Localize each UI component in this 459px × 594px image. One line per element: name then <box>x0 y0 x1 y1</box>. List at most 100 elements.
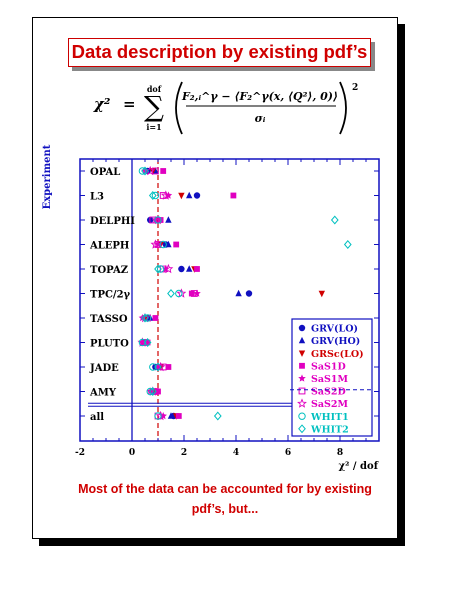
category-label: AMY <box>89 388 117 399</box>
legend-label: SaS1M <box>311 374 348 385</box>
category-label: TPC/2γ <box>90 290 131 301</box>
x-axis-label: χ² / dof <box>338 461 378 472</box>
plot-frame <box>79 158 380 442</box>
legend-label: WHIT2 <box>310 424 349 435</box>
data-point-whit1 <box>154 216 162 224</box>
data-point-sas1d <box>152 315 159 321</box>
legend-label: GRSc(LO) <box>311 349 364 360</box>
data-point-whit2 <box>167 289 175 298</box>
slide-title: Data description by existing pdf’s <box>71 41 368 62</box>
legend-marker <box>298 324 306 332</box>
x-tick-label: 0 <box>129 448 135 458</box>
data-point-whit2 <box>154 362 162 372</box>
formula-lhs: χ² <box>93 95 111 113</box>
data-point-whit1 <box>175 289 183 298</box>
data-point-sas1d <box>160 168 167 174</box>
formula-left-paren <box>175 81 183 135</box>
data-point-sas2d <box>191 290 198 297</box>
x-tick-label: 6 <box>285 448 291 458</box>
data-point-sas1d <box>194 266 200 272</box>
data-point-whit2 <box>343 240 352 249</box>
legend-marker <box>297 398 307 408</box>
formula-right-paren <box>339 81 347 135</box>
data-point-whit1 <box>138 167 147 175</box>
data-point-whit1 <box>151 191 160 200</box>
data-point-whit2 <box>141 166 149 176</box>
formula-eq: = <box>123 95 136 113</box>
legend-marker <box>298 424 306 434</box>
caption: Most of the data can be accounted for by… <box>60 479 390 519</box>
data-point-whit1 <box>146 387 154 396</box>
data-point-whit2 <box>213 411 222 421</box>
slide-frame <box>32 17 398 539</box>
data-point-grv-ho- <box>186 265 193 272</box>
data-point-whit2 <box>141 313 149 323</box>
category-label: OPAL <box>90 167 120 178</box>
data-point-grv-lo- <box>245 290 253 297</box>
legend-marker <box>298 387 306 395</box>
category-label: DELPHI <box>90 216 135 227</box>
data-point-grv-ho- <box>165 240 172 248</box>
formula-sum-top: dof <box>147 84 162 94</box>
x-tick-label: -2 <box>75 448 85 458</box>
data-point-sas1d <box>175 413 182 419</box>
data-point-whit1 <box>138 338 147 347</box>
legend-marker <box>298 350 306 357</box>
category-label: TASSO <box>90 314 128 325</box>
category-label: TOPAZ <box>90 265 128 276</box>
data-point-sas1d <box>173 241 180 248</box>
category-label: PLUTO <box>90 339 129 350</box>
formula-denominator: σᵢ <box>255 112 266 125</box>
data-point-whit1 <box>156 265 165 273</box>
data-point-whit2 <box>330 215 339 225</box>
data-point-sas2m <box>150 239 161 249</box>
data-point-grv-ho- <box>167 412 175 419</box>
formula-sum-bottom: i=1 <box>146 122 161 132</box>
data-point-grv-ho- <box>165 216 172 223</box>
category-label: L3 <box>90 192 104 203</box>
data-point-whit2 <box>148 191 157 200</box>
chi2-formula: χ² = dof ∑ i=1 F₂,ᵢ^γ − ⟨F₂^γ(x, ⟨Q²⟩, 0… <box>93 81 358 135</box>
data-point-whit2 <box>154 264 162 274</box>
data-point-whit1 <box>159 240 167 249</box>
data-point-whit1 <box>154 412 162 420</box>
legend-label: WHIT1 <box>310 412 349 423</box>
formula-sum-sign: ∑ <box>144 90 164 123</box>
data-point-grv-lo- <box>193 192 201 199</box>
category-label: JADE <box>89 363 119 374</box>
x-tick-label: 8 <box>337 448 343 458</box>
caption-line-1: Most of the data can be accounted for by… <box>78 482 372 496</box>
legend-label: SaS2M <box>311 399 348 410</box>
x-tick-label: 4 <box>233 448 239 458</box>
data-point-sas1d <box>165 364 172 370</box>
formula-numerator: F₂,ᵢ^γ − ⟨F₂^γ(x, ⟨Q²⟩, 0)⟩ <box>181 90 338 103</box>
data-point-sas1d <box>230 192 237 199</box>
legend-marker <box>298 336 306 344</box>
legend-marker <box>299 362 305 369</box>
data-point-grsc-lo- <box>318 290 325 298</box>
category-label: ALEPH <box>89 241 129 252</box>
x-tick-label: 2 <box>181 448 187 458</box>
formula-power: 2 <box>352 83 358 93</box>
data-point-whit1 <box>143 314 152 322</box>
data-point-sas2m <box>155 361 166 372</box>
data-point-grsc-lo- <box>178 192 185 200</box>
legend-marker <box>298 412 306 420</box>
legend-marker <box>298 374 306 382</box>
data-point-whit2 <box>143 338 152 347</box>
data-point-whit2 <box>148 387 157 396</box>
caption-line-2: pdf’s, but... <box>191 502 259 516</box>
data-point-sas2m <box>160 190 171 200</box>
data-point-sas2m <box>163 263 174 274</box>
legend-label: SaS1D <box>311 361 346 372</box>
legend-label: GRV(HO) <box>311 336 360 347</box>
legend-label: GRV(LO) <box>311 324 358 335</box>
category-label: all <box>90 412 104 423</box>
slide-title-box: Data description by existing pdf’s <box>68 38 371 67</box>
data-point-grv-ho- <box>186 191 193 199</box>
legend-label: SaS2D <box>311 387 346 398</box>
data-point-grv-lo- <box>178 265 185 273</box>
data-point-whit1 <box>149 363 157 371</box>
y-axis-label: Experiment <box>42 144 53 209</box>
